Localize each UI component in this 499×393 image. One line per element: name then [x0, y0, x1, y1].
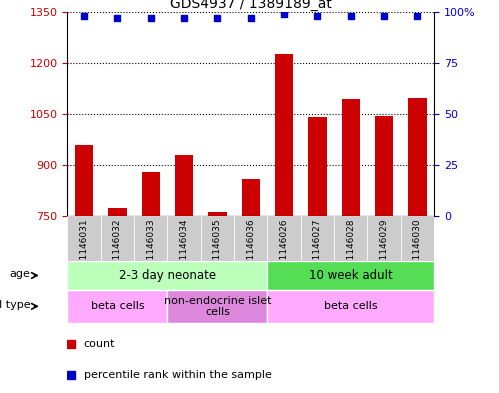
Text: GSM1146034: GSM1146034	[180, 219, 189, 279]
Text: GSM1146032: GSM1146032	[113, 219, 122, 279]
FancyBboxPatch shape	[201, 216, 234, 261]
Text: 2-3 day neonate: 2-3 day neonate	[119, 269, 216, 282]
Bar	[308, 118, 327, 216]
Point	[147, 15, 155, 21]
FancyBboxPatch shape	[334, 216, 367, 261]
FancyBboxPatch shape	[267, 216, 301, 261]
FancyBboxPatch shape	[67, 261, 267, 290]
FancyBboxPatch shape	[167, 290, 267, 323]
FancyBboxPatch shape	[367, 216, 401, 261]
FancyBboxPatch shape	[401, 216, 434, 261]
Text: GSM1146033: GSM1146033	[146, 219, 155, 279]
Text: GSM1146035: GSM1146035	[213, 219, 222, 279]
Bar	[342, 99, 360, 216]
Bar	[242, 179, 260, 216]
FancyBboxPatch shape	[167, 216, 201, 261]
Point	[280, 11, 288, 17]
Text: age: age	[9, 269, 30, 279]
FancyBboxPatch shape	[101, 216, 134, 261]
FancyBboxPatch shape	[134, 216, 167, 261]
Text: GSM1146036: GSM1146036	[246, 219, 255, 279]
Point	[313, 13, 321, 19]
FancyBboxPatch shape	[267, 290, 434, 323]
Bar	[275, 54, 293, 216]
Bar	[175, 155, 193, 216]
Point	[414, 13, 422, 19]
Point	[80, 13, 88, 19]
Bar	[142, 172, 160, 216]
Bar	[108, 208, 127, 216]
Point	[247, 15, 254, 21]
Text: cell type: cell type	[0, 300, 30, 310]
FancyBboxPatch shape	[67, 216, 101, 261]
Point	[347, 13, 355, 19]
Text: GSM1146029: GSM1146029	[380, 219, 389, 279]
Text: percentile rank within the sample: percentile rank within the sample	[84, 371, 272, 380]
Text: non-endocrine islet
cells: non-endocrine islet cells	[164, 296, 271, 317]
Text: beta cells: beta cells	[90, 301, 144, 311]
FancyBboxPatch shape	[267, 261, 434, 290]
Point	[214, 15, 222, 21]
Point	[113, 15, 121, 21]
FancyBboxPatch shape	[301, 216, 334, 261]
Text: 10 week adult: 10 week adult	[309, 269, 393, 282]
FancyBboxPatch shape	[234, 216, 267, 261]
Text: GSM1146026: GSM1146026	[279, 219, 288, 279]
Bar	[75, 145, 93, 216]
FancyBboxPatch shape	[67, 290, 167, 323]
Point	[380, 13, 388, 19]
Text: GSM1146030: GSM1146030	[413, 219, 422, 279]
Bar	[208, 212, 227, 216]
Text: GSM1146027: GSM1146027	[313, 219, 322, 279]
Text: GSM1146028: GSM1146028	[346, 219, 355, 279]
Bar	[375, 116, 393, 216]
Title: GDS4937 / 1389189_at: GDS4937 / 1389189_at	[170, 0, 332, 11]
Text: GSM1146031: GSM1146031	[79, 219, 88, 279]
Text: beta cells: beta cells	[324, 301, 378, 311]
Text: count: count	[84, 340, 115, 349]
Bar	[408, 97, 427, 216]
Point	[180, 15, 188, 21]
